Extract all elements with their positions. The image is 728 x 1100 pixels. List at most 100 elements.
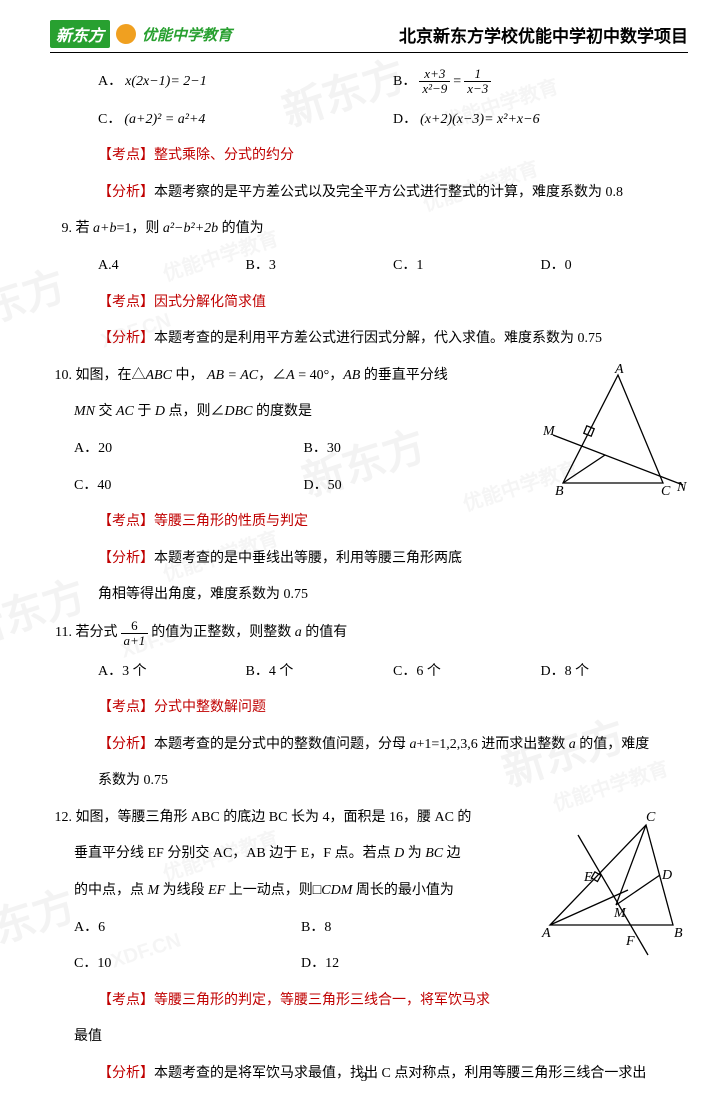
frac-den: x²−9 xyxy=(419,82,450,96)
page-header: 新东方 优能中学教育 北京新东方学校优能中学初中数学项目 xyxy=(50,20,688,48)
kaodian-text: 【考点】因式分解化简求值 xyxy=(98,295,266,310)
q-prev-options-ab: A． x(2x−1)= 2−1 B． x+3x²−9 = 1x−3 xyxy=(50,67,688,97)
logo-youneng: 优能中学教育 xyxy=(142,24,232,45)
opt-d: D．8 个 xyxy=(541,659,689,686)
stem-pre: 若分式 xyxy=(76,620,118,647)
opt-a: A． x(2x−1)= 2−1 xyxy=(98,67,393,97)
page-title: 北京新东方学校优能中学初中数学项目 xyxy=(232,22,688,47)
q12-stem3: 的中点，点 M 为线段 EF 上一动点，则□CDM 周长的最小值为 xyxy=(50,878,528,905)
q10-fenxi1: 【分析】本题考查的是中垂线出等腰，利用等腰三角形两底 xyxy=(50,546,533,573)
opt-a: A．20 xyxy=(74,436,304,463)
q12-stem1: 12. 如图，等腰三角形 ABC 的底边 BC 长为 4，面积是 16，腰 AC… xyxy=(50,805,528,832)
opt-a: A．3 个 xyxy=(98,659,246,686)
stem-text: 若 a+b=1，则 a²−b²+2b 的值为 xyxy=(76,221,264,236)
q9-kaodian: 【考点】因式分解化简求值 xyxy=(50,290,688,317)
q12-stem2: 垂直平分线 EF 分别交 AC，AB 边于 E，F 点。若点 D 为 BC 边 xyxy=(50,841,528,868)
stem-text: 如图，在△ABC 中， AB = AC，∠A = 40°，AB 的垂直平分线 xyxy=(76,368,448,383)
q10-kaodian: 【考点】等腰三角形的性质与判定 xyxy=(50,509,533,536)
kaodian-text: 【考点】等腰三角形的性质与判定 xyxy=(98,514,308,529)
opt-d: D．0 xyxy=(541,253,689,280)
q-prev-kaodian: 【考点】整式乘除、分式的约分 xyxy=(50,143,688,170)
opt-label: A． xyxy=(98,69,122,96)
opt-c: C．10 xyxy=(74,951,301,978)
page-content: 新东方 优能中学教育 北京新东方学校优能中学初中数学项目 A． x(2x−1)=… xyxy=(50,20,688,1088)
q10-options-ab: A．20 B．30 xyxy=(50,436,533,463)
opt-b: B．30 xyxy=(304,436,534,463)
q-num: 9. xyxy=(48,216,72,243)
opt-b: B．8 xyxy=(301,915,528,942)
q-num: 11. xyxy=(48,620,72,647)
opt-c: C． (a+2)² = a²+4 xyxy=(98,107,393,134)
kaodian-text: 【考点】分式中整数解问题 xyxy=(98,700,266,715)
opt-d: D． (x+2)(x−3)= x²+x−6 xyxy=(393,107,688,134)
q12-options-cd: C．10 D．12 xyxy=(50,951,528,978)
fig-label-f: F xyxy=(625,934,635,949)
fig-label-e: E xyxy=(583,870,593,885)
opt-b: B．3 xyxy=(246,253,394,280)
q12-kaodian: 【考点】等腰三角形的判定，等腰三角形三线合一，将军饮马求 xyxy=(50,988,528,1015)
q11-stem: 11. 若分式 6a+1 的值为正整数，则整数 a 的值有 xyxy=(50,619,688,649)
fig-label-d: D xyxy=(661,868,672,883)
kaodian-text: 【考点】整式乘除、分式的约分 xyxy=(98,148,294,163)
frac-den: x−3 xyxy=(464,82,491,96)
opt-a: A．6 xyxy=(74,915,301,942)
opt-expr: (a+2)² = a²+4 xyxy=(124,107,205,134)
fig-label-n: N xyxy=(676,480,687,495)
opt-d: D．50 xyxy=(304,473,534,500)
frac-num: 1 xyxy=(464,67,491,82)
opt-expr: x(2x−1)= 2−1 xyxy=(125,69,207,96)
frac-den: a+1 xyxy=(121,634,149,648)
opt-c: C．40 xyxy=(74,473,304,500)
kaodian-text: 【考点】等腰三角形的判定，等腰三角形三线合一，将军饮马求 xyxy=(98,993,490,1008)
q-prev-options-cd: C． (a+2)² = a²+4 D． (x+2)(x−3)= x²+x−6 xyxy=(50,107,688,134)
fenxi-text: 【分析】本题考察的是平方差公式以及完全平方公式进行整式的计算，难度系数为 0.8 xyxy=(98,185,623,200)
fig-label-c: C xyxy=(646,810,656,825)
opt-d: D．12 xyxy=(301,951,528,978)
fig-label-m: M xyxy=(613,906,627,921)
fig-label-b: B xyxy=(555,484,564,499)
header-rule xyxy=(50,52,688,53)
q11-options: A．3 个 B．4 个 C．6 个 D．8 个 xyxy=(50,659,688,686)
q12-fenxi: 【分析】本题考查的是将军饮马求最值，找出 C 点对称点，利用等腰三角形三线合一求… xyxy=(50,1061,688,1088)
opt-label: C． xyxy=(98,107,121,134)
opt-c: C．6 个 xyxy=(393,659,541,686)
logo-xdf: 新东方 xyxy=(50,20,110,48)
q12-kaodian2: 最值 xyxy=(50,1024,688,1051)
opt-a: A.4 xyxy=(98,253,246,280)
opt-expr: (x+2)(x−3)= x²+x−6 xyxy=(420,107,539,134)
logo-group: 新东方 优能中学教育 xyxy=(50,20,232,48)
q10-options-cd: C．40 D．50 xyxy=(50,473,533,500)
opt-c: C．1 xyxy=(393,253,541,280)
q-num: 10. xyxy=(48,363,72,390)
fig-label-m: M xyxy=(543,424,556,439)
q12-options-ab: A．6 B．8 xyxy=(50,915,528,942)
logo-badge-icon xyxy=(116,24,136,44)
fig-label-c: C xyxy=(661,484,671,499)
q11-kaodian: 【考点】分式中整数解问题 xyxy=(50,695,688,722)
q9-stem: 9. 若 a+b=1，则 a²−b²+2b 的值为 xyxy=(50,216,688,243)
stem-text: 如图，等腰三角形 ABC 的底边 BC 长为 4，面积是 16，腰 AC 的 xyxy=(76,810,472,825)
opt-label: B． xyxy=(393,69,416,96)
q11-fenxi2: 系数为 0.75 xyxy=(50,768,688,795)
q-prev-fenxi: 【分析】本题考察的是平方差公式以及完全平方公式进行整式的计算，难度系数为 0.8 xyxy=(50,180,688,207)
fig-label-a: A xyxy=(541,926,551,941)
q10-figure: A B C M N xyxy=(543,363,688,583)
stem-post: 的值为正整数，则整数 a 的值有 xyxy=(151,620,347,647)
fig-label-a: A xyxy=(614,363,624,377)
q-num: 12. xyxy=(48,805,72,832)
q12-figure: A B C D E F M xyxy=(538,805,688,1025)
eq-sign: = xyxy=(453,69,461,96)
q11-fenxi1: 【分析】本题考查的是分式中的整数值问题，分母 a+1=1,2,3,6 进而求出整… xyxy=(50,732,688,759)
q12-block: 12. 如图，等腰三角形 ABC 的底边 BC 长为 4，面积是 16，腰 AC… xyxy=(50,805,688,1025)
opt-b: B． x+3x²−9 = 1x−3 xyxy=(393,67,688,97)
frac-num: x+3 xyxy=(419,67,450,82)
q10-stem1: 10. 如图，在△ABC 中， AB = AC，∠A = 40°，AB 的垂直平… xyxy=(50,363,533,390)
q10-block: 10. 如图，在△ABC 中， AB = AC，∠A = 40°，AB 的垂直平… xyxy=(50,363,688,583)
opt-label: D． xyxy=(393,107,417,134)
opt-b: B．4 个 xyxy=(246,659,394,686)
q10-stem2: MN 交 AC 于 D 点，则∠DBC 的度数是 xyxy=(50,399,533,426)
fig-label-b: B xyxy=(674,926,683,941)
frac-num: 6 xyxy=(121,619,149,634)
q10-fenxi2: 角相等得出角度，难度系数为 0.75 xyxy=(50,582,688,609)
stem-text: 若分式 6a+1 的值为正整数，则整数 a 的值有 xyxy=(76,619,348,649)
